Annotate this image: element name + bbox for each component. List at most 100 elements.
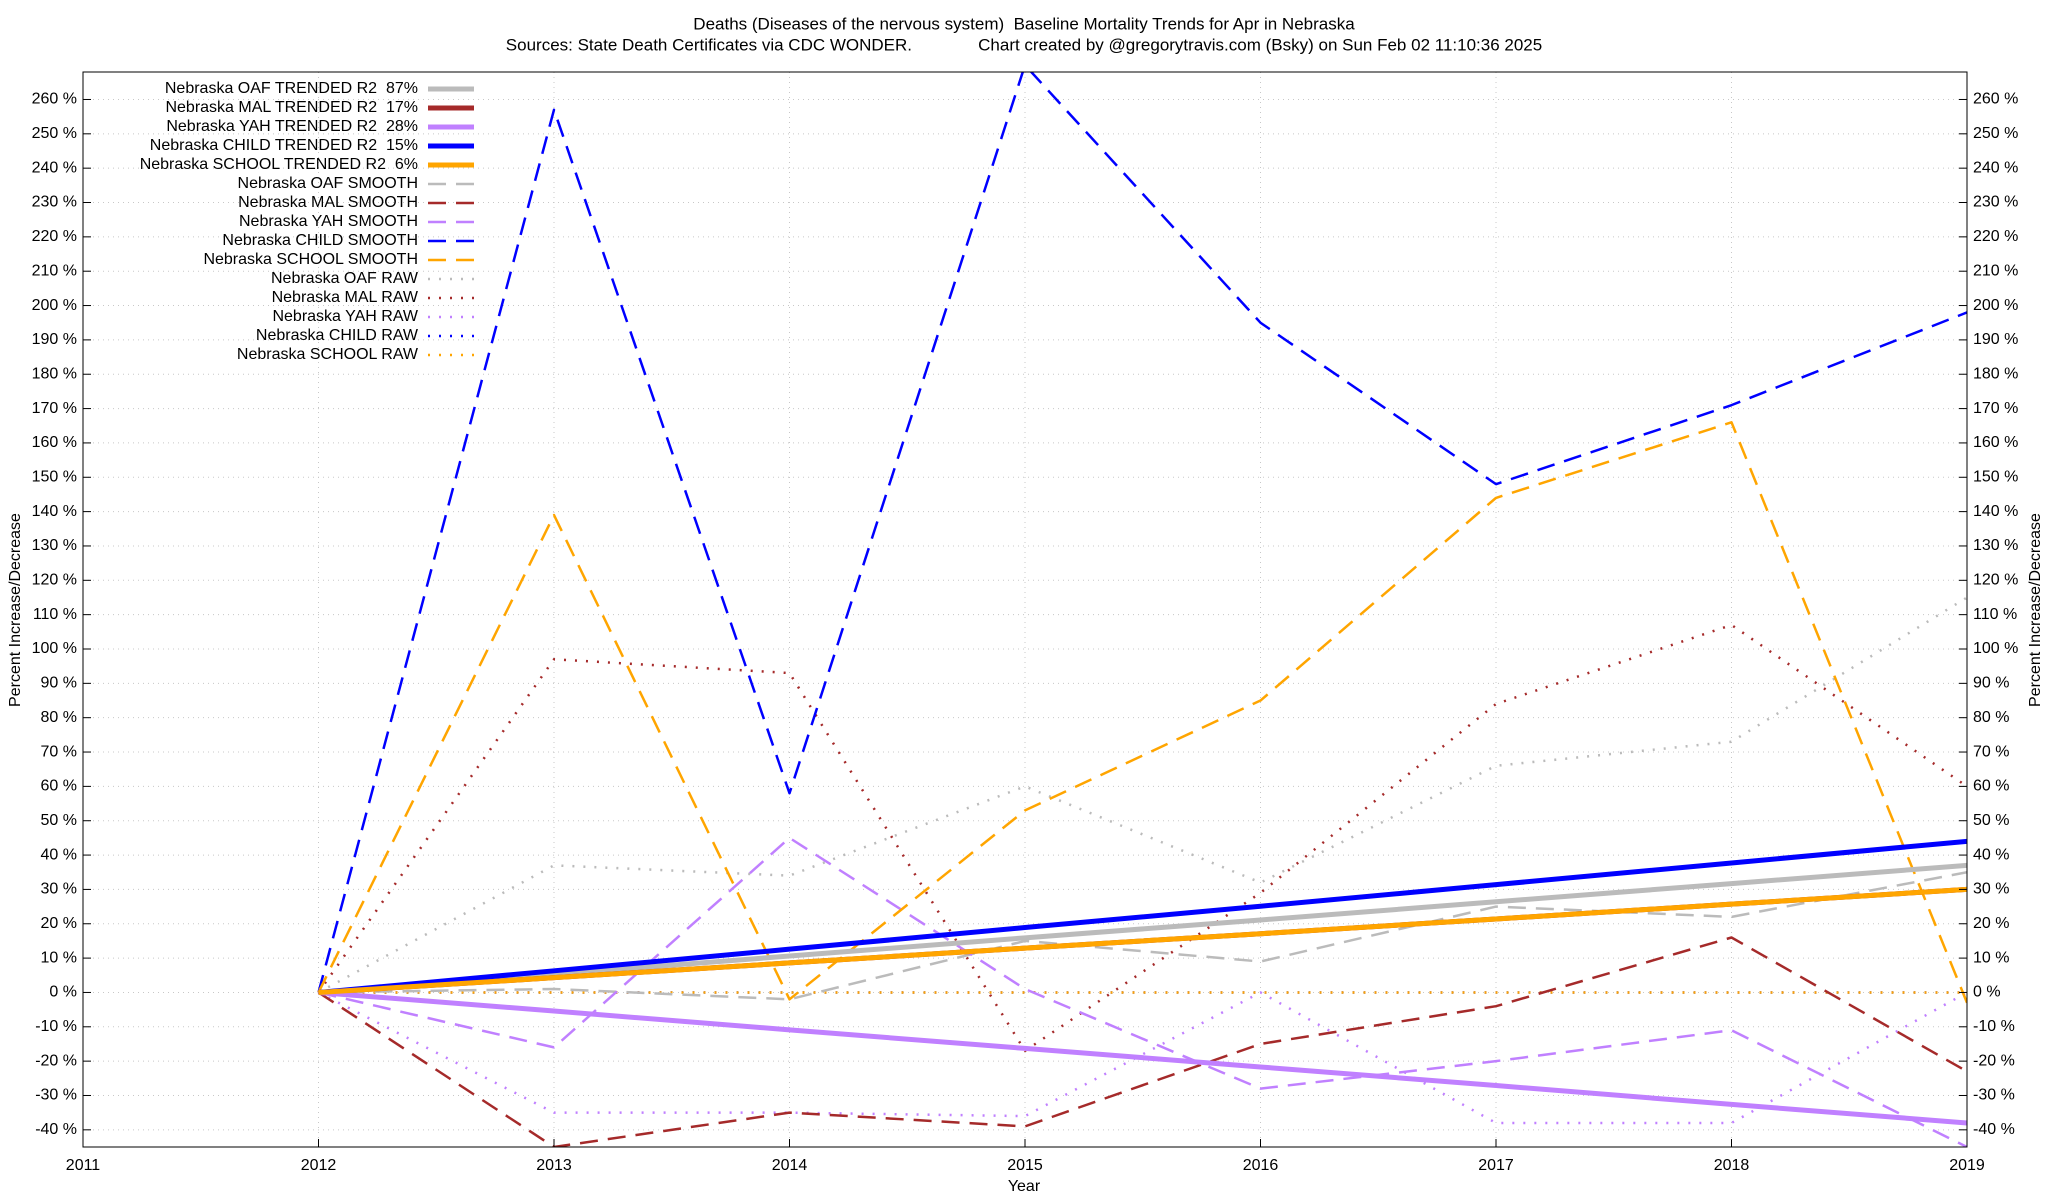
y2-axis-label: Percent Increase/Decrease bbox=[2027, 513, 2044, 707]
y-tick-label: 80 % bbox=[41, 709, 77, 726]
y2-tick-label: 70 % bbox=[1973, 743, 2009, 760]
y2-tick-label: 130 % bbox=[1973, 537, 2018, 554]
y2-tick-label: 220 % bbox=[1973, 228, 2018, 245]
y-tick-label: 130 % bbox=[32, 537, 77, 554]
legend-label: Nebraska CHILD SMOOTH bbox=[222, 232, 418, 249]
y2-tick-label: 100 % bbox=[1973, 640, 2018, 657]
series-line bbox=[318, 871, 1967, 1001]
legend-label: Nebraska SCHOOL TRENDED R2 6% bbox=[140, 156, 418, 173]
series-line bbox=[317, 596, 1967, 994]
chart-subtitle: Sources: State Death Certificates via CD… bbox=[506, 35, 1542, 54]
series-line bbox=[317, 623, 1967, 1053]
legend-label: Nebraska MAL RAW bbox=[272, 289, 419, 306]
y-tick-label: -10 % bbox=[35, 1018, 77, 1035]
y-tick-label: 200 % bbox=[32, 297, 77, 314]
y2-tick-label: -40 % bbox=[1973, 1121, 2015, 1138]
legend-label: Nebraska SCHOOL SMOOTH bbox=[203, 251, 418, 268]
y-tick-label: 50 % bbox=[41, 812, 77, 829]
y2-tick-label: 240 % bbox=[1973, 159, 2018, 176]
y-tick-label: 160 % bbox=[32, 434, 77, 451]
y2-tick-label: 190 % bbox=[1973, 331, 2018, 348]
y-tick-label: 230 % bbox=[32, 194, 77, 211]
legend-label: Nebraska OAF SMOOTH bbox=[238, 175, 418, 192]
y2-tick-label: 20 % bbox=[1973, 915, 2009, 932]
y-tick-label: 90 % bbox=[41, 675, 77, 692]
legend-label: Nebraska YAH TRENDED R2 28% bbox=[166, 118, 418, 135]
y-tick-label: 180 % bbox=[32, 365, 77, 382]
x-tick-label: 2015 bbox=[1007, 1157, 1043, 1174]
y-tick-label: 240 % bbox=[32, 159, 77, 176]
y-tick-label: 250 % bbox=[32, 125, 77, 142]
y2-tick-label: 40 % bbox=[1973, 846, 2009, 863]
y2-tick-label: 90 % bbox=[1973, 675, 2009, 692]
y2-tick-label: 170 % bbox=[1973, 400, 2018, 417]
y-tick-label: 170 % bbox=[32, 400, 77, 417]
series-line bbox=[318, 989, 1967, 1126]
legend-label: Nebraska CHILD RAW bbox=[256, 327, 419, 344]
legend-label: Nebraska YAH SMOOTH bbox=[239, 213, 418, 230]
legend-label: Nebraska MAL SMOOTH bbox=[238, 194, 418, 211]
chart-title: Deaths (Diseases of the nervous system) … bbox=[693, 14, 1355, 33]
y-tick-label: -20 % bbox=[35, 1052, 77, 1069]
y-tick-label: 190 % bbox=[32, 331, 77, 348]
legend-label: Nebraska YAH RAW bbox=[272, 308, 418, 325]
y2-tick-label: 50 % bbox=[1973, 812, 2009, 829]
y2-tick-label: 260 % bbox=[1973, 91, 2018, 108]
x-tick-label: 2013 bbox=[536, 1157, 572, 1174]
y2-tick-label: 110 % bbox=[1973, 606, 2017, 623]
series-line bbox=[318, 862, 1967, 995]
y-tick-label: 100 % bbox=[32, 640, 77, 657]
y-tick-label: 60 % bbox=[41, 778, 77, 795]
y-tick-label: 220 % bbox=[32, 228, 77, 245]
legend-label: Nebraska OAF RAW bbox=[271, 270, 419, 287]
y2-tick-label: 10 % bbox=[1973, 949, 2009, 966]
series-line bbox=[317, 72, 1967, 993]
y2-tick-label: 140 % bbox=[1973, 503, 2018, 520]
plot-area bbox=[317, 72, 1967, 1147]
axes: -40 % -30 % -20 % -10 % 0 % 10 % 20 % 30 % 40 % 5… bbox=[32, 91, 2019, 1175]
legend-label: Nebraska CHILD TRENDED R2 15% bbox=[150, 137, 418, 154]
legend-label: Nebraska OAF TRENDED R2 87% bbox=[165, 80, 418, 97]
y-tick-label: 210 % bbox=[32, 262, 77, 279]
y-tick-label: 10 % bbox=[41, 949, 77, 966]
y2-tick-label: -20 % bbox=[1973, 1052, 2015, 1069]
x-tick-label: 2014 bbox=[772, 1157, 808, 1174]
series-line bbox=[318, 886, 1967, 995]
y2-tick-label: 230 % bbox=[1973, 194, 2018, 211]
y-tick-label: 20 % bbox=[41, 915, 77, 932]
grid bbox=[82, 72, 1968, 1147]
y2-tick-label: 160 % bbox=[1973, 434, 2018, 451]
y2-tick-label: 200 % bbox=[1973, 297, 2018, 314]
y2-tick-label: 0 % bbox=[1973, 984, 2001, 1001]
y-tick-label: -30 % bbox=[35, 1087, 77, 1104]
y-tick-label: 110 % bbox=[33, 606, 77, 623]
legend-label: Nebraska MAL TRENDED R2 17% bbox=[165, 99, 418, 116]
y-tick-label: 140 % bbox=[32, 503, 77, 520]
series-line bbox=[318, 838, 1967, 995]
series-line bbox=[317, 936, 1967, 1147]
x-tick-label: 2011 bbox=[66, 1157, 101, 1174]
series-line bbox=[317, 421, 1967, 1004]
y2-tick-label: 60 % bbox=[1973, 778, 2009, 795]
y2-tick-label: -30 % bbox=[1973, 1087, 2015, 1104]
y-tick-label: 120 % bbox=[32, 572, 77, 589]
y-axis-label: Percent Increase/Decrease bbox=[7, 513, 24, 707]
legend: Nebraska OAF TRENDED R2 87% Nebraska MAL … bbox=[140, 80, 474, 363]
x-tick-label: 2017 bbox=[1478, 1157, 1514, 1174]
y2-tick-label: 250 % bbox=[1973, 125, 2018, 142]
y2-tick-label: 180 % bbox=[1973, 365, 2018, 382]
x-tick-label: 2018 bbox=[1714, 1157, 1750, 1174]
y-tick-label: -40 % bbox=[35, 1121, 77, 1138]
y-tick-label: 40 % bbox=[41, 846, 77, 863]
y-tick-label: 150 % bbox=[32, 468, 77, 485]
y-tick-label: 0 % bbox=[49, 984, 77, 1001]
x-tick-label: 2012 bbox=[301, 1157, 337, 1174]
y-tick-label: 260 % bbox=[32, 91, 77, 108]
y-tick-label: 70 % bbox=[41, 743, 77, 760]
y2-tick-label: 80 % bbox=[1973, 709, 2009, 726]
y-tick-label: 30 % bbox=[41, 881, 77, 898]
y2-tick-label: 210 % bbox=[1973, 262, 2018, 279]
y2-tick-label: 120 % bbox=[1973, 572, 2018, 589]
